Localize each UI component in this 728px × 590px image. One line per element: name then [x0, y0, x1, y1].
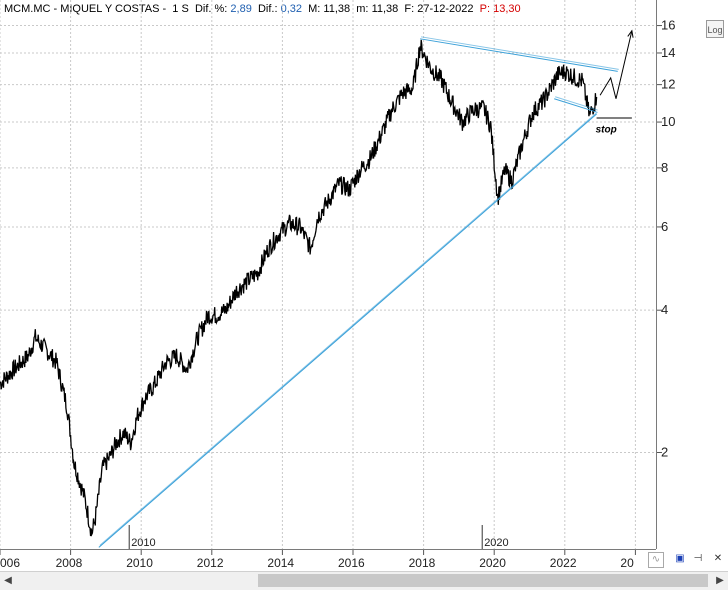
- y-axis-panel: 2 4 6 8 10 12 14 16: [656, 0, 728, 549]
- y-tick-label: 6: [661, 219, 668, 234]
- projection-arrow-icon: [627, 29, 634, 38]
- y-tick-label: 10: [661, 114, 675, 129]
- dif-label: Dif.:: [257, 3, 278, 15]
- horizontal-scrollbar[interactable]: ◀ ▶: [0, 571, 728, 590]
- x-tick-label: 2008: [56, 556, 83, 570]
- year-marker-label: 2020: [484, 537, 508, 549]
- resistance-trendline-edge: [420, 36, 619, 70]
- y-tick-label: 16: [661, 18, 675, 33]
- x-tick-label: 2014: [267, 556, 294, 570]
- scroll-left-icon[interactable]: ◀: [4, 575, 12, 586]
- support-trendline: [98, 113, 597, 548]
- support-trendline-edge: [99, 111, 598, 546]
- chart-header: MCM.MC - MIQUEL Y COSTAS - 1 S Dif. %: 2…: [0, 0, 656, 18]
- stop-annotation: stop: [596, 124, 617, 135]
- x-axis-row: 006 2008 2010 2012 2014 2016 2018 2020 2022 20: [0, 549, 656, 572]
- x-tick-label: 20: [620, 556, 634, 570]
- dif-pct-label: Dif. %:: [194, 3, 228, 15]
- year-marker-label: 2010: [131, 537, 155, 549]
- price-chart[interactable]: 2010 2020 stop: [0, 0, 656, 549]
- y-tick-label: 14: [661, 45, 675, 60]
- symbol-name: MCM.MC - MIQUEL Y COSTAS -: [4, 3, 167, 15]
- x-axis: 006 2008 2010 2012 2014 2016 2018 2020 2022 20: [0, 550, 636, 570]
- x-tick-label: 2018: [409, 556, 436, 570]
- period-label: 1 S: [172, 3, 189, 15]
- log-scale-toggle[interactable]: Log: [706, 20, 724, 38]
- y-tick-label: 2: [661, 445, 668, 460]
- date-label: F:: [404, 3, 415, 15]
- date-value: 27-12-2022: [417, 3, 474, 15]
- max-value: 11,38: [323, 3, 351, 15]
- scroll-thumb[interactable]: [258, 574, 708, 587]
- min-value: 11,38: [371, 3, 399, 15]
- x-tick-label: 2010: [126, 556, 153, 570]
- close-icon[interactable]: ✕: [713, 553, 723, 564]
- channel-low-trendline: [554, 98, 597, 113]
- x-tick-label: 2012: [197, 556, 224, 570]
- dif-pct-value: 2,89: [230, 3, 252, 15]
- projection-path: [599, 30, 633, 99]
- y-tick-label: 12: [661, 77, 675, 92]
- x-tick-label: 2022: [550, 556, 577, 570]
- y-axis: 2 4 6 8 10 12 14 16: [657, 18, 675, 460]
- price-label: P:: [479, 3, 491, 15]
- x-tick-label: 2020: [479, 556, 506, 570]
- save-icon[interactable]: ▣: [675, 553, 685, 564]
- x-tick-label: 006: [0, 556, 20, 570]
- scroll-right-icon[interactable]: ▶: [716, 575, 724, 586]
- chart-zoom-icon[interactable]: ∿: [648, 552, 664, 568]
- channel-low-trendline-edge: [555, 96, 598, 111]
- price-value: 13,30: [493, 3, 521, 15]
- y-tick-label: 4: [661, 302, 668, 317]
- price-line: [0, 39, 598, 537]
- min-label: m:: [356, 3, 369, 15]
- pin-icon[interactable]: ⊣: [693, 553, 703, 564]
- dif-value: 0,32: [280, 3, 302, 15]
- max-label: M:: [308, 3, 321, 15]
- x-tick-label: 2016: [338, 556, 365, 570]
- resistance-trendline: [419, 38, 618, 72]
- y-tick-label: 8: [661, 160, 668, 175]
